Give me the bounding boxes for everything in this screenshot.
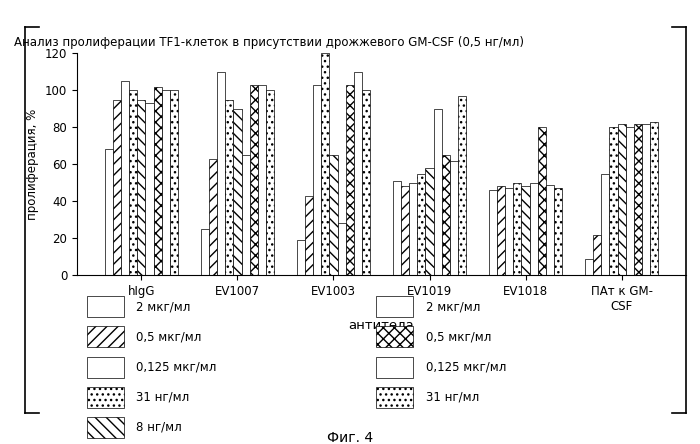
Text: 0,5 мкг/мл: 0,5 мкг/мл: [136, 330, 202, 343]
Bar: [546, 185, 554, 275]
Bar: [162, 90, 170, 275]
FancyBboxPatch shape: [87, 387, 124, 408]
FancyBboxPatch shape: [377, 296, 413, 317]
X-axis label: антитела: антитела: [349, 318, 414, 332]
Bar: [337, 223, 346, 275]
Bar: [489, 190, 497, 275]
Bar: [585, 258, 593, 275]
Bar: [393, 181, 401, 275]
Bar: [130, 90, 137, 275]
Bar: [225, 99, 233, 275]
Bar: [137, 99, 146, 275]
Bar: [417, 174, 426, 275]
Text: 2 мкг/мл: 2 мкг/мл: [426, 300, 480, 313]
Bar: [497, 186, 505, 275]
Bar: [626, 127, 634, 275]
Bar: [409, 183, 417, 275]
Bar: [362, 90, 370, 275]
Bar: [321, 53, 330, 275]
Text: 31 нг/мл: 31 нг/мл: [136, 391, 189, 404]
Bar: [426, 168, 433, 275]
Bar: [217, 72, 225, 275]
FancyBboxPatch shape: [377, 326, 413, 348]
Text: 0,125 мкг/мл: 0,125 мкг/мл: [136, 361, 216, 373]
Bar: [450, 161, 458, 275]
Bar: [241, 155, 250, 275]
FancyBboxPatch shape: [377, 387, 413, 408]
Bar: [538, 127, 546, 275]
Y-axis label: пролиферация, %: пролиферация, %: [27, 109, 39, 220]
Bar: [609, 127, 617, 275]
Bar: [554, 188, 562, 275]
Bar: [233, 109, 242, 275]
FancyBboxPatch shape: [87, 417, 124, 438]
Bar: [305, 196, 313, 275]
Bar: [330, 155, 337, 275]
Text: 8 нг/мл: 8 нг/мл: [136, 421, 182, 434]
Bar: [258, 85, 266, 275]
Bar: [121, 81, 130, 275]
Bar: [170, 90, 178, 275]
Bar: [201, 229, 209, 275]
Bar: [505, 188, 513, 275]
Bar: [209, 159, 217, 275]
Bar: [530, 183, 538, 275]
Text: 31 нг/мл: 31 нг/мл: [426, 391, 479, 404]
Bar: [650, 122, 658, 275]
Bar: [617, 123, 626, 275]
Bar: [522, 186, 530, 275]
Bar: [634, 123, 642, 275]
Bar: [354, 72, 362, 275]
Text: Анализ пролиферации TF1-клеток в присутствии дрожжевого GM-CSF (0,5 нг/мл): Анализ пролиферации TF1-клеток в присутс…: [14, 36, 524, 48]
Bar: [154, 87, 162, 275]
Bar: [266, 90, 274, 275]
Bar: [105, 150, 113, 275]
Bar: [146, 103, 154, 275]
Bar: [442, 155, 450, 275]
Bar: [297, 240, 305, 275]
Bar: [346, 85, 354, 275]
Bar: [313, 85, 321, 275]
Bar: [642, 123, 650, 275]
FancyBboxPatch shape: [87, 357, 124, 378]
FancyBboxPatch shape: [87, 296, 124, 317]
Bar: [113, 99, 121, 275]
Text: 0,5 мкг/мл: 0,5 мкг/мл: [426, 330, 491, 343]
Text: Фиг. 4: Фиг. 4: [327, 431, 373, 444]
Bar: [401, 186, 409, 275]
FancyBboxPatch shape: [377, 357, 413, 378]
Bar: [458, 96, 466, 275]
Bar: [513, 183, 522, 275]
FancyBboxPatch shape: [87, 326, 124, 348]
Bar: [433, 109, 442, 275]
Bar: [250, 85, 258, 275]
Text: 0,125 мкг/мл: 0,125 мкг/мл: [426, 361, 506, 373]
Bar: [601, 174, 609, 275]
Bar: [593, 234, 601, 275]
Text: 2 мкг/мл: 2 мкг/мл: [136, 300, 190, 313]
